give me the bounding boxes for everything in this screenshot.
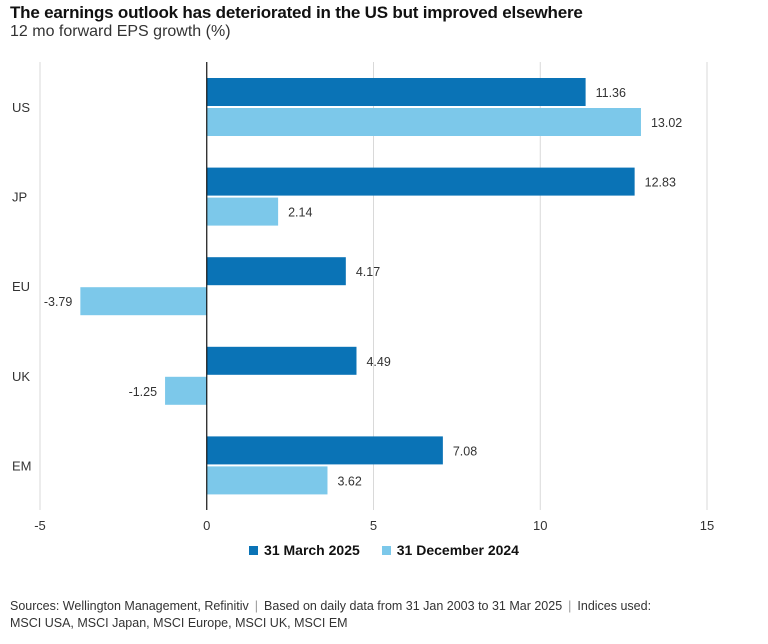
legend-label-march: 31 March 2025: [264, 542, 360, 558]
bar-eu-1: [80, 287, 207, 316]
category-label: EU: [12, 279, 30, 294]
data-label: 4.17: [356, 265, 380, 279]
separator: |: [254, 599, 259, 613]
data-label: 7.08: [453, 444, 477, 458]
x-tick-label: 15: [700, 518, 714, 533]
legend-swatch-december: [381, 545, 391, 555]
bar-chart: -5 0 5 10 15 US 11.36 13.02 JP 12.83 2.14 EU 4.17 -3.…: [12, 62, 714, 533]
sources-note: Sources: Wellington Management, Refiniti…: [10, 598, 760, 632]
data-label: 11.36: [596, 86, 626, 100]
x-tick-label: 5: [370, 518, 377, 533]
bar-jp-1: [206, 197, 279, 226]
category-label: EM: [12, 458, 32, 473]
indices-text: MSCI USA, MSCI Japan, MSCI Europe, MSCI …: [10, 616, 348, 630]
category-label: UK: [12, 369, 30, 384]
legend-label-december: 31 December 2024: [396, 542, 519, 558]
chart-subtitle: 12 mo forward EPS growth (%): [10, 23, 231, 40]
bar-uk-0: [206, 346, 357, 375]
x-tick-label: -5: [34, 518, 46, 533]
indices-label: Indices used:: [577, 599, 652, 613]
data-label: -1.25: [129, 385, 158, 399]
x-tick-label: 0: [203, 518, 210, 533]
x-tick-label: 10: [533, 518, 547, 533]
data-range-text: Based on daily data from 31 Jan 2003 to …: [264, 599, 563, 613]
category-label: US: [12, 100, 30, 115]
data-label: 13.02: [651, 116, 682, 130]
sources-text: Sources: Wellington Management, Refiniti…: [10, 599, 249, 613]
bar-us-1: [206, 108, 641, 136]
bar-em-1: [206, 466, 328, 495]
legend-item-march: 31 March 2025: [249, 542, 360, 558]
bar-em-0: [206, 436, 443, 465]
chart-title: The earnings outlook has deteriorated in…: [10, 3, 583, 22]
bar-uk-1: [165, 376, 207, 405]
legend-swatch-march: [249, 545, 259, 555]
data-label: -3.79: [44, 295, 73, 309]
data-label: 4.49: [366, 355, 390, 369]
data-label: 2.14: [288, 206, 312, 220]
bar-eu-0: [206, 257, 346, 286]
legend-item-december: 31 December 2024: [381, 542, 519, 558]
data-label: 12.83: [645, 176, 676, 190]
category-label: JP: [12, 190, 27, 205]
separator: |: [568, 599, 572, 613]
bar-jp-0: [206, 167, 635, 196]
chart-legend: 31 March 2025 31 December 2024: [0, 542, 768, 558]
data-label: 3.62: [337, 474, 361, 488]
bar-us-0: [206, 78, 586, 106]
